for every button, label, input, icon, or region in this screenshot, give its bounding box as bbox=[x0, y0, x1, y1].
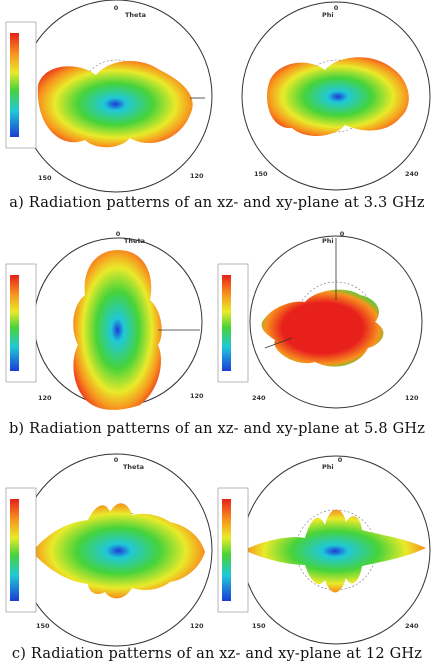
left-angle-label: 150 bbox=[252, 622, 266, 630]
radiation-lobe bbox=[244, 509, 426, 593]
left-angle-label: 150 bbox=[36, 622, 50, 630]
color-scale-bar bbox=[222, 499, 231, 601]
top-axis-label: Phi bbox=[322, 11, 334, 19]
color-scale-bar bbox=[10, 499, 19, 601]
panel-b: 0 Theta 120 120 0 Phi 240 120 bbox=[5, 230, 423, 410]
caption-panel-b: b) Radiation patterns of an xz- and xy-p… bbox=[8, 421, 426, 437]
radiation-lobe bbox=[261, 289, 384, 367]
top-axis-label: Phi bbox=[322, 237, 334, 245]
plot-c-xy: 0 Phi 150 240 bbox=[217, 455, 431, 645]
radiation-lobe bbox=[37, 60, 193, 148]
radiation-lobe bbox=[266, 57, 409, 136]
plot-a-xy: 0 Phi 150 240 bbox=[241, 1, 431, 191]
panel-c: 0 Theta 150 120 0 Phi 150 240 bbox=[5, 453, 431, 647]
left-angle-label: 240 bbox=[252, 394, 266, 402]
polar-outer-circle bbox=[241, 1, 431, 191]
plot-b-xz: 0 Theta 120 120 bbox=[5, 230, 204, 410]
panel-a: 0 Theta 150 120 0 Phi 150 240 bbox=[5, 0, 431, 193]
caption-panel-c: c) Radiation patterns of an xz- and xy-p… bbox=[11, 646, 423, 662]
plot-c-xz: 0 Theta 150 120 bbox=[5, 453, 213, 647]
color-scale-bar bbox=[222, 275, 231, 371]
left-angle-label: 150 bbox=[38, 174, 52, 182]
right-angle-label: 240 bbox=[405, 170, 419, 178]
axis-tick bbox=[264, 337, 293, 349]
right-angle-label: 240 bbox=[405, 622, 419, 630]
top-zero-label: 0 bbox=[340, 230, 345, 238]
right-angle-label: 120 bbox=[190, 392, 204, 400]
right-angle-label: 120 bbox=[190, 172, 204, 180]
plot-a-xz: 0 Theta 150 120 bbox=[5, 0, 213, 193]
top-zero-label: 0 bbox=[338, 456, 343, 464]
right-angle-label: 120 bbox=[190, 622, 204, 630]
color-scale-bar bbox=[10, 33, 19, 137]
top-zero-label: 0 bbox=[114, 4, 119, 12]
top-zero-label: 0 bbox=[116, 230, 121, 238]
top-zero-label: 0 bbox=[114, 456, 119, 464]
right-angle-label: 120 bbox=[405, 394, 419, 402]
left-angle-label: 150 bbox=[254, 170, 268, 178]
plot-b-xy: 0 Phi 240 120 bbox=[217, 230, 423, 409]
top-axis-label: Theta bbox=[125, 11, 146, 19]
caption-panel-a: a) Radiation patterns of an xz- and xy-p… bbox=[9, 195, 425, 211]
top-axis-label: Theta bbox=[124, 237, 145, 245]
radiation-lobe bbox=[32, 503, 205, 599]
top-axis-label: Phi bbox=[322, 463, 334, 471]
radiation-lobe bbox=[73, 250, 162, 410]
top-zero-label: 0 bbox=[334, 4, 339, 12]
color-scale-bar bbox=[10, 275, 19, 371]
left-angle-label: 120 bbox=[38, 394, 52, 402]
top-axis-label: Theta bbox=[123, 463, 144, 471]
polar-outer-circle bbox=[249, 235, 423, 409]
